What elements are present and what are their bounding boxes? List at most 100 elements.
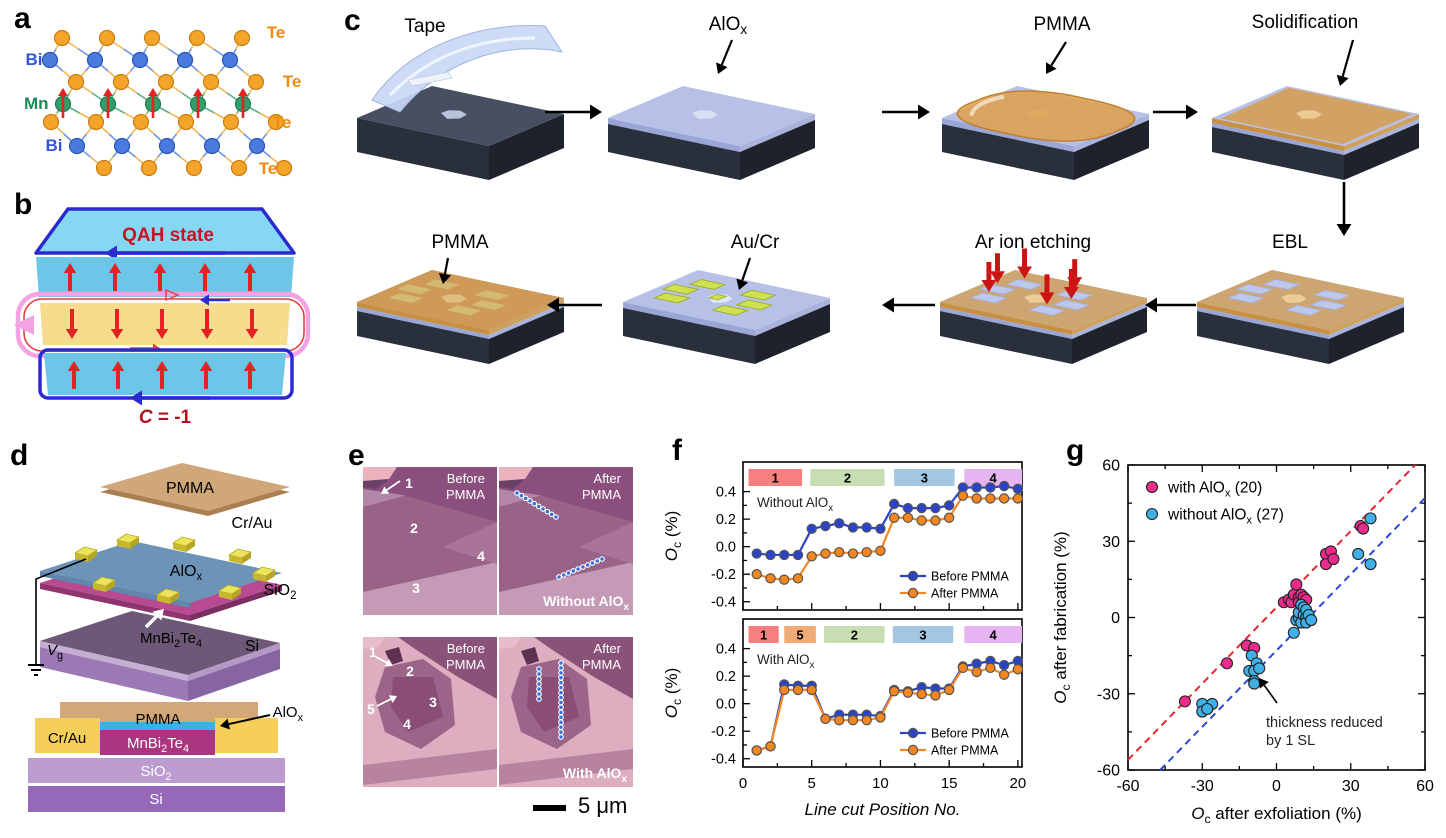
data-point xyxy=(847,522,859,533)
stage-aucr xyxy=(623,270,830,364)
region-number: 1 xyxy=(405,475,413,491)
ion-beam-arrow xyxy=(981,262,997,292)
y-tick-label: 0.0 xyxy=(716,540,736,556)
bi-label: Bi xyxy=(46,136,63,155)
label-pointer-arrow xyxy=(438,257,451,284)
image-caption: Without AlOx xyxy=(543,593,629,613)
label-pointer-arrow xyxy=(1046,41,1067,74)
data-point xyxy=(888,498,900,510)
data-point xyxy=(943,500,955,511)
te-label: Te xyxy=(273,113,292,132)
data-point xyxy=(902,687,914,698)
y-tick-label: 0.4 xyxy=(716,485,736,501)
legend-marker xyxy=(1145,480,1159,494)
si-label: Si xyxy=(245,638,259,655)
data-point xyxy=(751,745,762,756)
spin-down-icon xyxy=(110,309,124,339)
linecut-dot xyxy=(558,694,564,701)
region-number: 3 xyxy=(429,694,437,710)
linecut-dot xyxy=(558,704,564,711)
region-number: 4 xyxy=(477,548,485,564)
cs-si-label: Si xyxy=(149,791,162,808)
plot-f-top: 1 2 3 4 0.4 0.2 0.0 -0.2 -0.4 Without AlOx Before … xyxy=(662,461,1024,611)
cs-crau-label: Cr/Au xyxy=(48,730,86,747)
linecut-dot xyxy=(565,570,572,576)
data-point xyxy=(971,666,982,678)
spin-down-icon xyxy=(200,309,214,339)
alox-label: AlOx xyxy=(170,563,203,583)
region-band xyxy=(824,626,885,643)
band-label: 4 xyxy=(990,628,998,643)
spin-down-icon xyxy=(65,309,79,339)
region-band xyxy=(892,626,954,643)
data-point xyxy=(779,549,790,561)
edge-current-arrow xyxy=(130,390,210,406)
ion-beam-arrow xyxy=(1039,274,1055,305)
scatter-chart-oc-fabrication-vs-exfoliation: -60 -30 0 30 60 -60 -30 0 30 60 with AlOx (20) with… xyxy=(1051,458,1434,827)
data-point xyxy=(1012,483,1024,495)
data-point xyxy=(998,669,1010,680)
linecut-dot xyxy=(558,679,564,686)
atom-row-te xyxy=(53,29,251,47)
region-band xyxy=(964,469,1022,486)
ion-beam-arrow xyxy=(1067,259,1083,290)
linecut-dot xyxy=(536,676,542,682)
linecut-dot xyxy=(544,508,551,515)
linecut-dot xyxy=(531,500,538,507)
flow-arrow-right xyxy=(545,104,602,120)
stage-label-alox: AlOx xyxy=(709,14,748,37)
data-point xyxy=(985,493,996,504)
data-point xyxy=(930,690,941,701)
stage-label-tape: Tape xyxy=(404,16,445,37)
scatter-point xyxy=(1352,547,1365,561)
sio2-label: SiO2 xyxy=(263,582,296,602)
data-point xyxy=(985,482,996,493)
x-tick-label: 60 xyxy=(1416,778,1434,795)
scatter-point xyxy=(1327,552,1340,566)
data-point xyxy=(834,714,845,726)
region-band xyxy=(810,469,885,486)
linecut-dot xyxy=(558,719,564,726)
crau-label: Cr/Au xyxy=(232,515,273,532)
data-point xyxy=(916,502,927,514)
plot-g: -60 -30 0 30 60 -60 -30 0 30 60 with AlOx (20) with… xyxy=(1051,458,1434,827)
y-tick-label: 0.0 xyxy=(716,697,736,713)
cs-pmma-label: PMMA xyxy=(136,711,181,728)
line-chart-oc-vs-position: 1 2 3 4 0.4 0.2 0.0 -0.2 -0.4 Without AlOx Before … xyxy=(662,461,1026,819)
legend-marker xyxy=(1145,507,1159,521)
legend-label: After PMMA xyxy=(931,744,999,758)
region-number: 3 xyxy=(412,580,420,596)
legend-label: without AlOx (27) xyxy=(1167,507,1284,527)
scatter-point xyxy=(1287,626,1300,639)
pmma-label: PMMA xyxy=(166,480,214,497)
atom-row-te xyxy=(42,113,285,131)
data-point xyxy=(751,548,762,559)
image-title: PMMA xyxy=(446,487,485,502)
plot-annotation: Without AlOx xyxy=(757,495,833,514)
flow-arrow-right xyxy=(882,104,930,120)
cross-section: PMMA Cr/Au MnBi2Te4 SiO2 Si AlOx xyxy=(28,702,304,812)
linecut-dot xyxy=(558,729,564,735)
x-tick-label: -60 xyxy=(1116,778,1139,795)
linecut-dot xyxy=(558,665,564,671)
x-tick-label: 5 xyxy=(808,775,816,792)
panel-g-label: g xyxy=(1066,434,1085,467)
band-label: 4 xyxy=(990,471,998,486)
linecut-dot xyxy=(558,660,564,666)
data-point xyxy=(916,515,927,526)
scatter-point xyxy=(1201,702,1214,716)
panel-a-label: a xyxy=(14,2,31,35)
pmma-droplet xyxy=(956,90,1136,142)
data-point xyxy=(820,713,831,725)
mn-label: Mn xyxy=(24,94,49,113)
data-point xyxy=(806,684,817,696)
image-title: PMMA xyxy=(582,657,621,672)
chern-number-label: C = -1 xyxy=(139,407,192,428)
linecut-dot xyxy=(558,684,564,691)
legend-label: After PMMA xyxy=(931,587,999,601)
stage-label-pmma: PMMA xyxy=(1034,14,1091,35)
y-tick-label: -0.2 xyxy=(711,567,736,583)
y-tick-label: -60 xyxy=(1097,763,1120,780)
